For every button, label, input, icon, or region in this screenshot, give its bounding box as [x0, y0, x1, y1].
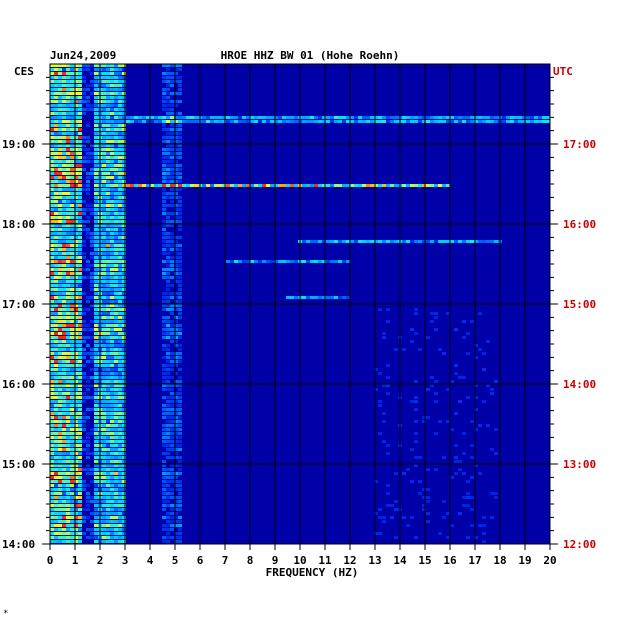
x-tick-label: 3	[122, 554, 129, 567]
x-tick-label: 17	[468, 554, 481, 567]
x-tick-label: 1	[72, 554, 79, 567]
x-tick-label: 14	[393, 554, 407, 567]
x-tick-label: 19	[518, 554, 531, 567]
x-tick-label: 6	[197, 554, 204, 567]
right-time-label: 12:00	[563, 538, 596, 551]
x-tick-label: 0	[47, 554, 54, 567]
x-tick-label: 16	[443, 554, 457, 567]
x-tick-label: 15	[418, 554, 431, 567]
left-time-label: 18:00	[2, 218, 35, 231]
x-tick-label: 2	[97, 554, 104, 567]
right-time-label: 16:00	[563, 218, 596, 231]
left-time-label: 16:00	[2, 378, 35, 391]
left-time-label: 15:00	[2, 458, 35, 471]
right-time-label: 15:00	[563, 298, 596, 311]
grid-lines	[50, 64, 550, 544]
right-time-label: 13:00	[563, 458, 596, 471]
x-tick-label: 13	[368, 554, 381, 567]
right-time-label: 14:00	[563, 378, 596, 391]
left-time-label: 19:00	[2, 138, 35, 151]
x-axis-title: FREQUENCY (HZ)	[266, 566, 359, 579]
x-tick-label: 20	[543, 554, 556, 567]
chart-title: HROE HHZ BW 01 (Hohe Roehn)	[221, 49, 400, 62]
x-tick-label: 7	[222, 554, 229, 567]
left-time-label: 14:00	[2, 538, 35, 551]
x-tick-label: 4	[147, 554, 154, 567]
right-time-label: 17:00	[563, 138, 596, 151]
left-timezone-label: CES	[14, 65, 34, 78]
x-tick-label: 18	[493, 554, 506, 567]
footnote-mark: *	[3, 609, 8, 619]
x-tick-label: 8	[247, 554, 254, 567]
right-timezone-label: UTC	[553, 65, 573, 78]
left-time-label: 17:00	[2, 298, 35, 311]
x-tick-label: 5	[172, 554, 179, 567]
chart-date: Jun24,2009	[50, 49, 116, 62]
